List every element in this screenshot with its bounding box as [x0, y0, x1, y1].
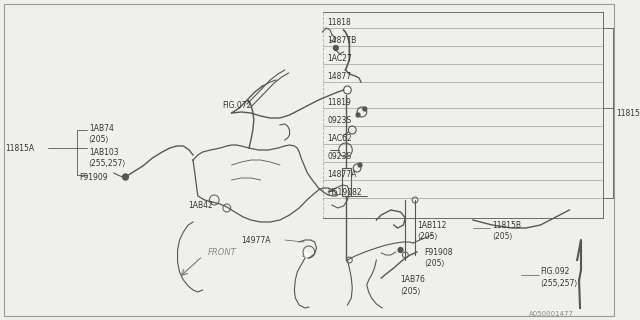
Circle shape [356, 113, 360, 117]
Text: 14877A: 14877A [327, 170, 356, 179]
Text: A050001477: A050001477 [529, 311, 574, 317]
Text: 1AB103: 1AB103 [89, 148, 118, 156]
Text: ⟨205⟩: ⟨205⟩ [401, 286, 421, 295]
Text: FIG.092: FIG.092 [540, 268, 570, 276]
Text: ⟨255,257⟩: ⟨255,257⟩ [540, 278, 578, 287]
Text: 11819: 11819 [327, 98, 351, 107]
Text: 14877: 14877 [327, 72, 351, 81]
Text: 11815A: 11815A [5, 143, 34, 153]
Text: 1AB112: 1AB112 [417, 220, 446, 229]
Text: ⟨205⟩: ⟨205⟩ [417, 231, 437, 241]
Circle shape [398, 247, 403, 252]
Bar [342, 168, 351, 196]
Circle shape [124, 175, 127, 179]
Text: 1AB76: 1AB76 [401, 276, 426, 284]
Circle shape [363, 107, 367, 111]
Text: ⟨255,257⟩: ⟨255,257⟩ [89, 158, 126, 167]
Text: 0923S: 0923S [327, 116, 351, 125]
Text: 11815: 11815 [616, 108, 639, 117]
Circle shape [346, 89, 349, 92]
Text: ⟨205⟩: ⟨205⟩ [492, 231, 513, 241]
Text: 11815B: 11815B [492, 220, 521, 229]
Text: 1AB42: 1AB42 [188, 201, 213, 210]
Circle shape [305, 253, 309, 257]
Circle shape [123, 174, 129, 180]
Text: ⟨205⟩: ⟨205⟩ [89, 134, 109, 143]
Text: 1AC27: 1AC27 [327, 54, 352, 63]
Text: F91908: F91908 [425, 247, 453, 257]
Text: 14977A: 14977A [241, 236, 271, 244]
Text: 1AC62: 1AC62 [327, 134, 352, 143]
Text: 14877B: 14877B [327, 36, 356, 45]
Circle shape [358, 163, 362, 167]
Text: 1AB74: 1AB74 [89, 124, 114, 132]
Text: 0923S: 0923S [327, 152, 351, 161]
Circle shape [333, 45, 339, 51]
Text: 11818: 11818 [327, 18, 351, 27]
Text: ⟨205⟩: ⟨205⟩ [425, 259, 445, 268]
Text: FRONT: FRONT [207, 247, 236, 257]
Text: F91909: F91909 [79, 172, 108, 181]
Text: FIG.072: FIG.072 [222, 100, 252, 109]
Text: H519082: H519082 [327, 188, 362, 197]
